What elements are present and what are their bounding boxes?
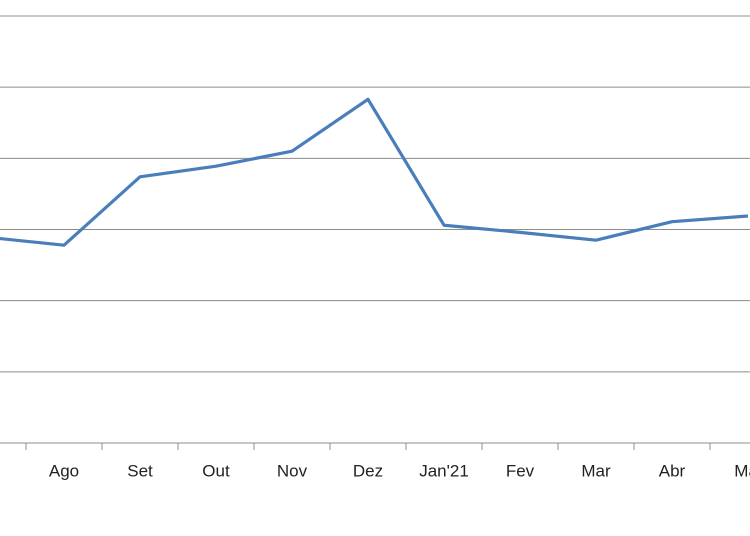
x-tick-label: Nov (277, 461, 308, 480)
x-tick-label: Dez (353, 461, 383, 480)
x-tick-label: Mai (734, 461, 750, 480)
x-tick-label: Mar (581, 461, 611, 480)
x-tick-label: Out (202, 461, 230, 480)
x-tick-label: Abr (659, 461, 686, 480)
x-tick-label: Fev (506, 461, 535, 480)
x-tick-label: Ago (49, 461, 79, 480)
x-tick-label: Jan'21 (419, 461, 469, 480)
line-series (0, 97, 749, 247)
x-tick-label: Set (127, 461, 153, 480)
